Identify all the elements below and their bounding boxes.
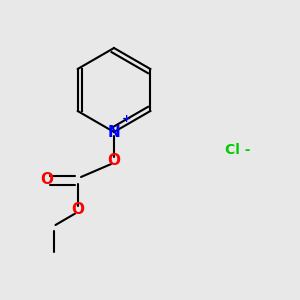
- Text: O: O: [71, 202, 85, 217]
- Text: Cl -: Cl -: [225, 143, 250, 157]
- Text: O: O: [40, 172, 53, 188]
- Text: O: O: [107, 153, 121, 168]
- Text: +: +: [122, 115, 131, 124]
- Text: N: N: [108, 124, 120, 140]
